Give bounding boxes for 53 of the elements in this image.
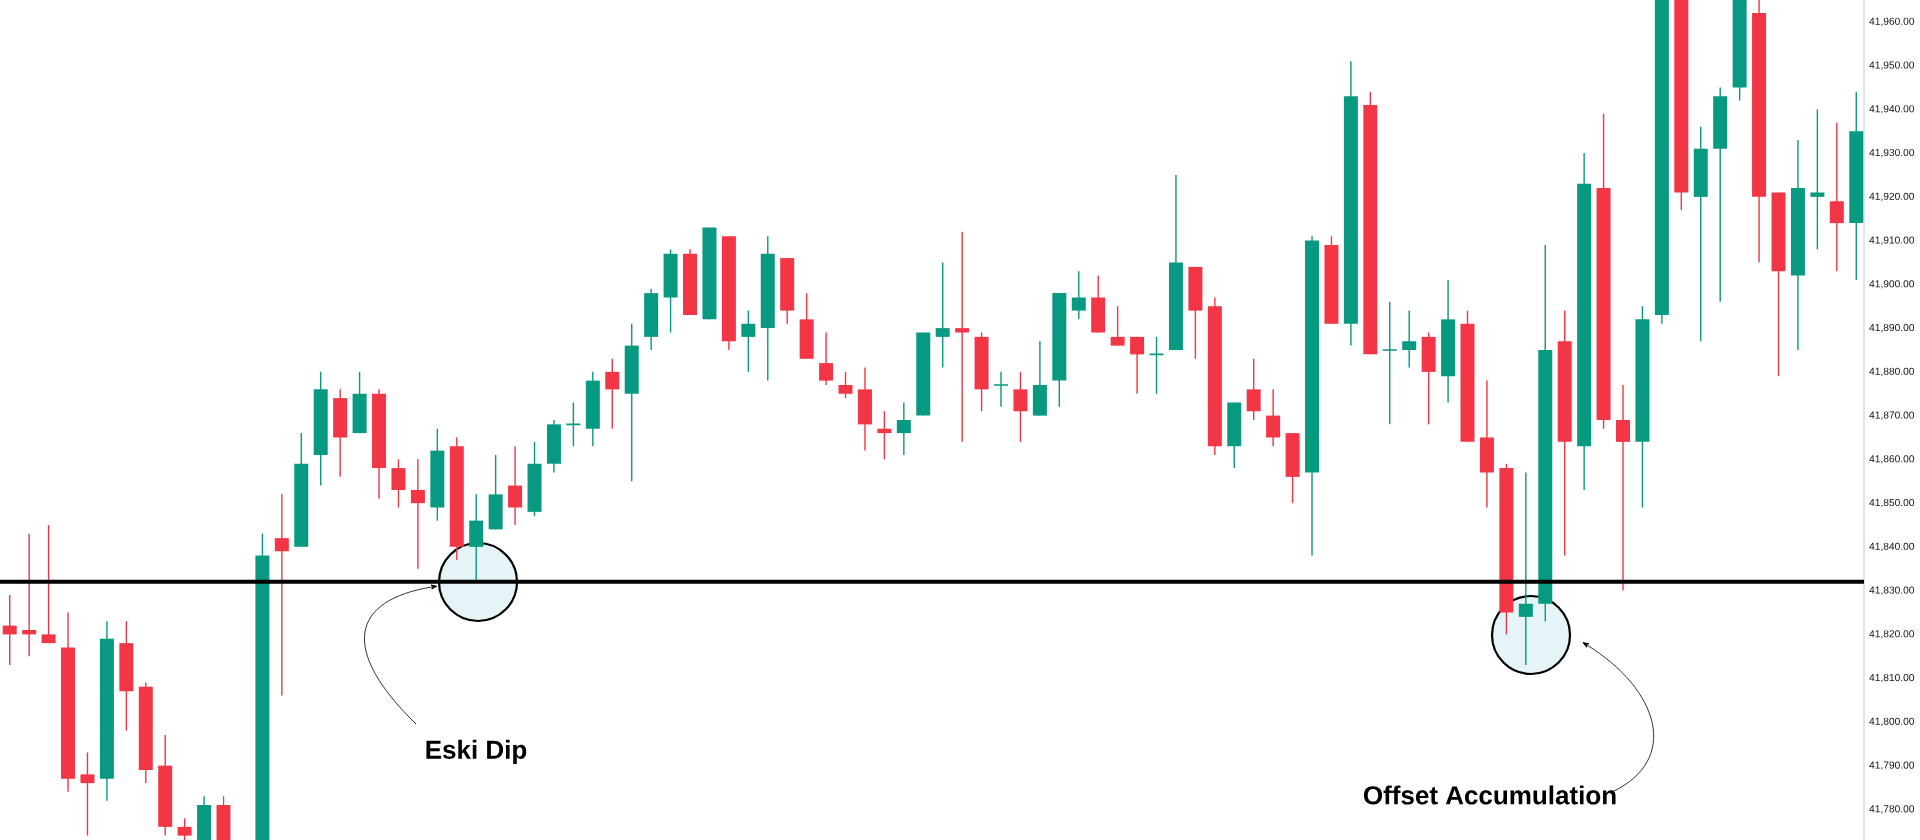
y-tick-label: 41,830.00 (1869, 586, 1915, 595)
y-tick-label: 41,880.00 (1869, 367, 1915, 377)
candlestick (819, 331, 834, 386)
y-tick-label: 41,870.00 (1869, 411, 1915, 420)
candlestick (838, 371, 853, 399)
candlestick (1130, 336, 1145, 395)
candlestick (2, 594, 17, 666)
y-tick-label: 41,910.00 (1869, 236, 1915, 245)
candlestick (41, 524, 56, 644)
candlestick (177, 817, 192, 840)
candlestick (1246, 358, 1261, 421)
candlestick (274, 493, 289, 697)
y-tick-label: 41,960.00 (1869, 17, 1915, 27)
candlestick (410, 458, 425, 570)
y-tick-label: 41,930.00 (1869, 148, 1915, 158)
candlestick (1071, 270, 1086, 321)
annotation: Eski Dip (426, 739, 527, 765)
y-tick-label: 41,890.00 (1869, 323, 1915, 333)
annotation: Offset Accumulation (1363, 785, 1616, 805)
candlestick (1810, 108, 1825, 251)
y-tick-label: 41,780.00 (1869, 805, 1915, 814)
y-tick-label: 41,950.00 (1869, 61, 1915, 70)
candlestick (508, 445, 523, 526)
candlestick (1829, 121, 1844, 272)
candlestick (1266, 388, 1281, 447)
y-tick-label: 41,790.00 (1869, 761, 1915, 770)
candlestick (955, 231, 970, 443)
candlestick (993, 371, 1009, 408)
y-tick-label: 41,900.00 (1869, 280, 1915, 289)
candlestick (1148, 336, 1165, 395)
y-tick-label: 41,850.00 (1869, 498, 1915, 508)
y-tick-label: 41,860.00 (1869, 455, 1915, 464)
y-tick-label: 41,820.00 (1869, 630, 1915, 639)
candlestick (605, 358, 620, 430)
candlestick (741, 309, 756, 373)
candlestick (391, 458, 406, 509)
candlestick (22, 533, 37, 657)
y-tick-label: 41,810.00 (1869, 673, 1915, 683)
y-tick-label: 41,840.00 (1869, 542, 1915, 552)
candlestick (1402, 309, 1417, 369)
y-tick-label: 41,800.00 (1869, 717, 1915, 727)
candlestick (935, 261, 950, 369)
candlestick (1110, 305, 1125, 347)
candlestick (896, 401, 911, 456)
candlestick (1518, 471, 1533, 666)
candlestick (565, 401, 582, 447)
candlestick (1616, 384, 1631, 592)
candlestick (80, 751, 95, 837)
y-tick-label: 41,940.00 (1869, 105, 1915, 114)
candlestick (877, 410, 892, 461)
y-tick-label: 41,920.00 (1869, 192, 1915, 202)
candlestick (1013, 371, 1028, 443)
candlestick (1381, 301, 1398, 426)
